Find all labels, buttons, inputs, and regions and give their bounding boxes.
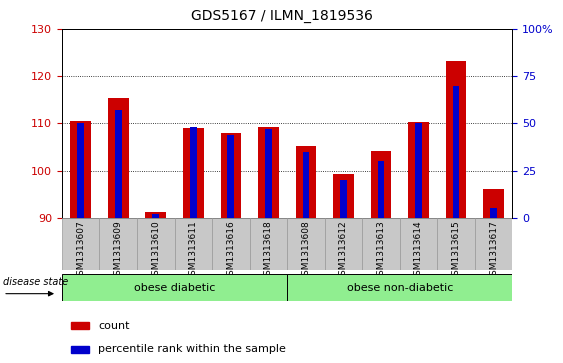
Text: GSM1313610: GSM1313610 (151, 220, 160, 281)
Bar (265, 129, 272, 218)
Text: GSM1313617: GSM1313617 (489, 220, 498, 281)
Bar (340, 180, 347, 218)
Text: GSM1313608: GSM1313608 (301, 220, 310, 281)
Bar (446, 61, 466, 218)
FancyBboxPatch shape (475, 218, 512, 270)
Bar (71, 346, 89, 352)
Text: GSM1313611: GSM1313611 (189, 220, 198, 281)
Bar (302, 152, 309, 218)
FancyBboxPatch shape (400, 218, 437, 270)
FancyBboxPatch shape (362, 218, 400, 270)
Bar (183, 128, 204, 218)
Text: GSM1313614: GSM1313614 (414, 220, 423, 281)
Bar (145, 212, 166, 218)
Bar (415, 123, 422, 218)
Bar (483, 188, 504, 218)
Text: obese diabetic: obese diabetic (134, 283, 215, 293)
Bar (221, 133, 241, 218)
Bar (453, 86, 459, 218)
Bar (227, 135, 234, 218)
Text: percentile rank within the sample: percentile rank within the sample (98, 344, 286, 354)
Text: count: count (98, 321, 129, 331)
FancyBboxPatch shape (325, 218, 362, 270)
Text: disease state: disease state (3, 277, 68, 287)
Text: GSM1313612: GSM1313612 (339, 220, 348, 281)
Bar (77, 123, 84, 218)
FancyBboxPatch shape (62, 274, 287, 301)
Text: GSM1313615: GSM1313615 (452, 220, 461, 281)
FancyBboxPatch shape (437, 218, 475, 270)
Bar (258, 127, 279, 218)
FancyBboxPatch shape (100, 218, 137, 270)
Text: GSM1313618: GSM1313618 (264, 220, 273, 281)
FancyBboxPatch shape (137, 218, 175, 270)
Text: GSM1313616: GSM1313616 (226, 220, 235, 281)
FancyBboxPatch shape (249, 218, 287, 270)
Text: obese non-diabetic: obese non-diabetic (347, 283, 453, 293)
Bar (190, 127, 196, 218)
FancyBboxPatch shape (212, 218, 249, 270)
FancyBboxPatch shape (287, 274, 512, 301)
FancyBboxPatch shape (175, 218, 212, 270)
Bar (70, 121, 91, 218)
Bar (378, 161, 385, 218)
Bar (408, 122, 429, 218)
Bar (153, 214, 159, 218)
Bar (296, 146, 316, 218)
Text: GSM1313607: GSM1313607 (76, 220, 85, 281)
FancyBboxPatch shape (287, 218, 325, 270)
Text: GDS5167 / ILMN_1819536: GDS5167 / ILMN_1819536 (190, 9, 373, 23)
Text: GSM1313613: GSM1313613 (377, 220, 386, 281)
Bar (71, 322, 89, 329)
Bar (115, 110, 122, 218)
Text: GSM1313609: GSM1313609 (114, 220, 123, 281)
Bar (490, 208, 497, 218)
Bar (370, 151, 391, 218)
Bar (108, 98, 128, 218)
Bar (333, 174, 354, 218)
FancyBboxPatch shape (62, 218, 100, 270)
